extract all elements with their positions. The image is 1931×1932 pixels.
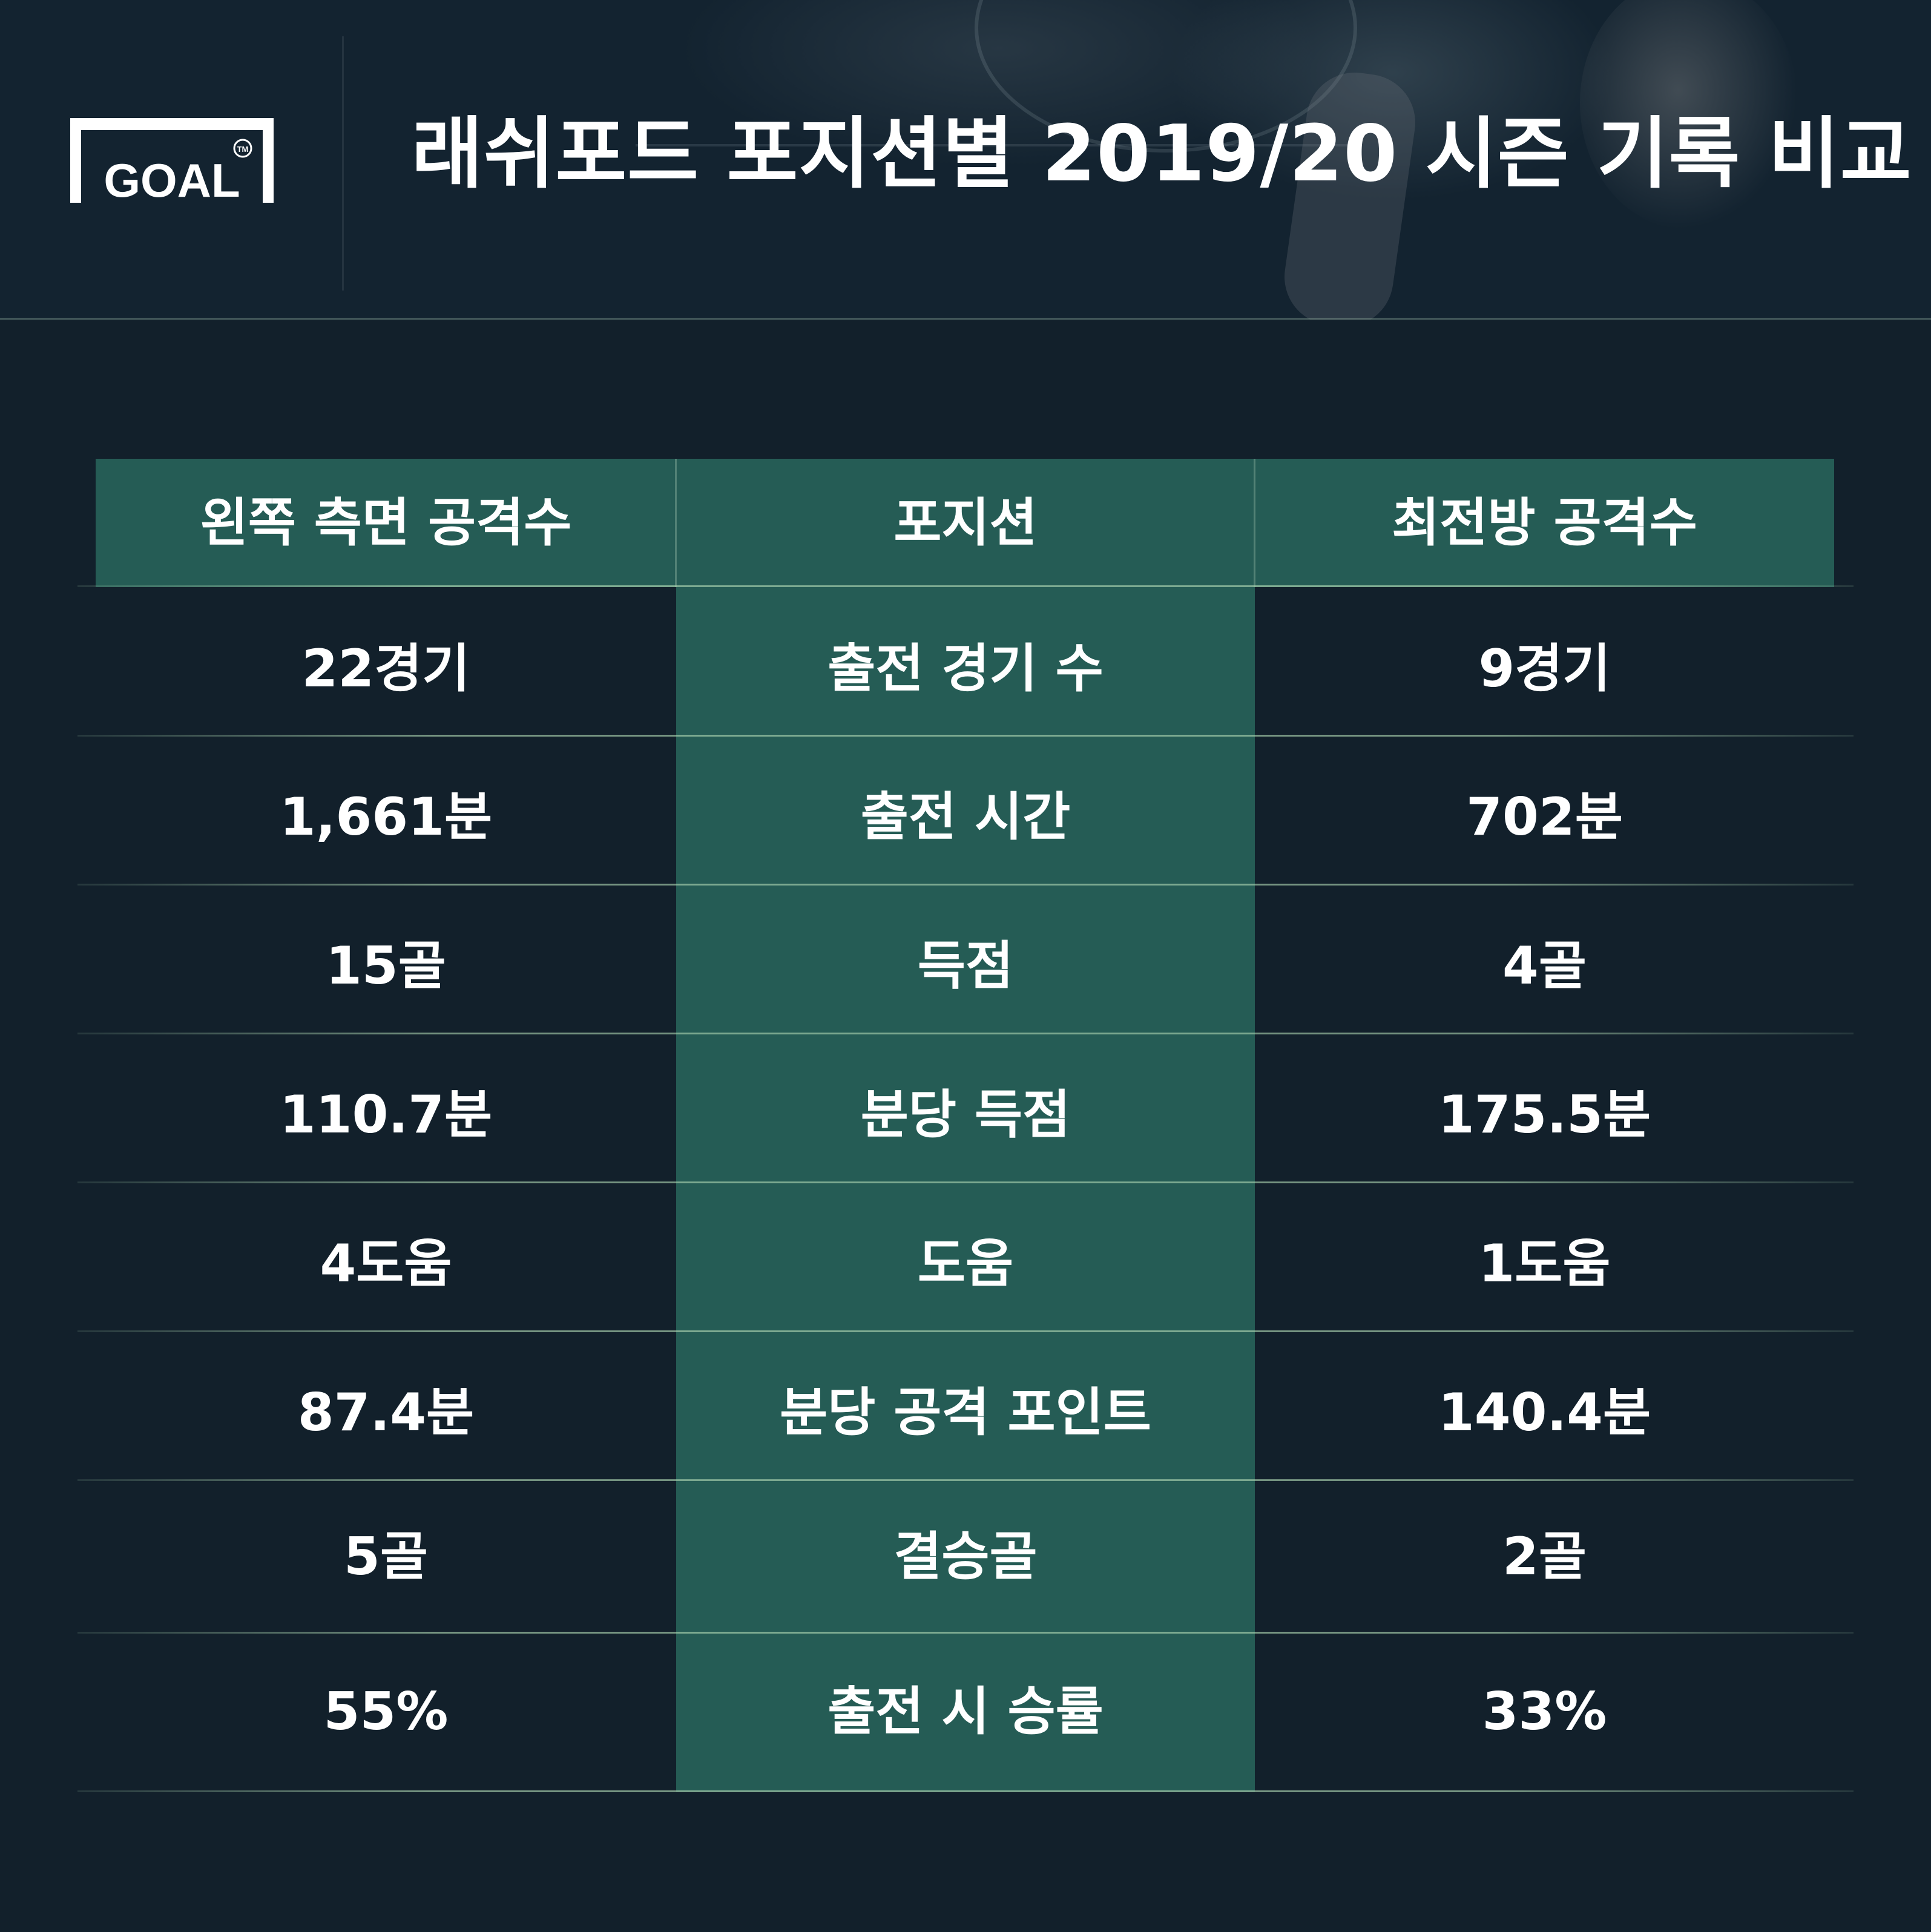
table-label-column — [676, 587, 1255, 1792]
row-assists-right: 1도움 — [1478, 1234, 1611, 1294]
row-winning-goals-label: 결승골 — [893, 1526, 1038, 1587]
goal-logo: GOAL TM — [70, 118, 274, 203]
row-minutes-right: 702분 — [1466, 787, 1623, 847]
row-minutes-label: 출전 시간 — [860, 787, 1071, 847]
page-title: 래쉬포드 포지션별 2019/20 시즌 기록 비교 — [412, 109, 1912, 199]
row-divider — [77, 884, 1854, 886]
header-background-photo — [636, 0, 1931, 320]
row-divider — [77, 1790, 1854, 1792]
row-win-rate-right: 33% — [1482, 1681, 1607, 1742]
header-striker: 최전방 공격수 — [1392, 493, 1697, 553]
row-assists-left: 4도움 — [320, 1234, 452, 1294]
row-win-rate-label: 출전 시 승률 — [827, 1681, 1104, 1742]
row-minutes-per-point-label: 분당 공격 포인트 — [780, 1382, 1151, 1443]
table-header-band — [96, 459, 1834, 587]
logo-text: GOAL — [104, 154, 240, 203]
row-goals-right: 4골 — [1502, 936, 1587, 996]
row-divider — [77, 1330, 1854, 1332]
row-win-rate-left: 55% — [323, 1681, 449, 1742]
row-winning-goals-left: 5골 — [344, 1526, 428, 1587]
row-goals-left: 15골 — [326, 936, 446, 996]
header-col-separator — [1254, 459, 1255, 587]
row-divider — [77, 1181, 1854, 1183]
header-col-separator — [675, 459, 677, 587]
logo-trademark: TM — [237, 145, 249, 154]
row-matches-label: 출전 경기 수 — [827, 639, 1104, 699]
row-winning-goals-right: 2골 — [1502, 1526, 1587, 1587]
header: GOAL TM 래쉬포드 포지션별 2019/20 시즌 기록 비교 — [0, 0, 1931, 320]
row-minutes-per-point-left: 87.4분 — [297, 1382, 475, 1443]
header-divider — [342, 36, 344, 291]
row-minutes-per-point-right: 140.4분 — [1438, 1382, 1651, 1443]
header-left-winger: 왼쪽 측면 공격수 — [200, 493, 572, 553]
row-divider — [77, 585, 1854, 587]
row-minutes-per-goal-left: 110.7분 — [279, 1085, 493, 1145]
row-divider — [77, 1632, 1854, 1634]
row-matches-left: 22경기 — [301, 639, 470, 699]
row-minutes-per-goal-label: 분당 득점 — [860, 1085, 1071, 1145]
header-position: 포지션 — [893, 493, 1038, 553]
row-divider — [77, 1479, 1854, 1481]
row-minutes-per-goal-right: 175.5분 — [1438, 1085, 1651, 1145]
row-divider — [77, 1033, 1854, 1034]
row-divider — [77, 735, 1854, 737]
row-minutes-left: 1,661분 — [279, 787, 493, 847]
row-assists-label: 도움 — [917, 1234, 1014, 1294]
row-goals-label: 득점 — [917, 936, 1014, 996]
header-separator — [0, 318, 1931, 320]
row-matches-right: 9경기 — [1478, 639, 1611, 699]
